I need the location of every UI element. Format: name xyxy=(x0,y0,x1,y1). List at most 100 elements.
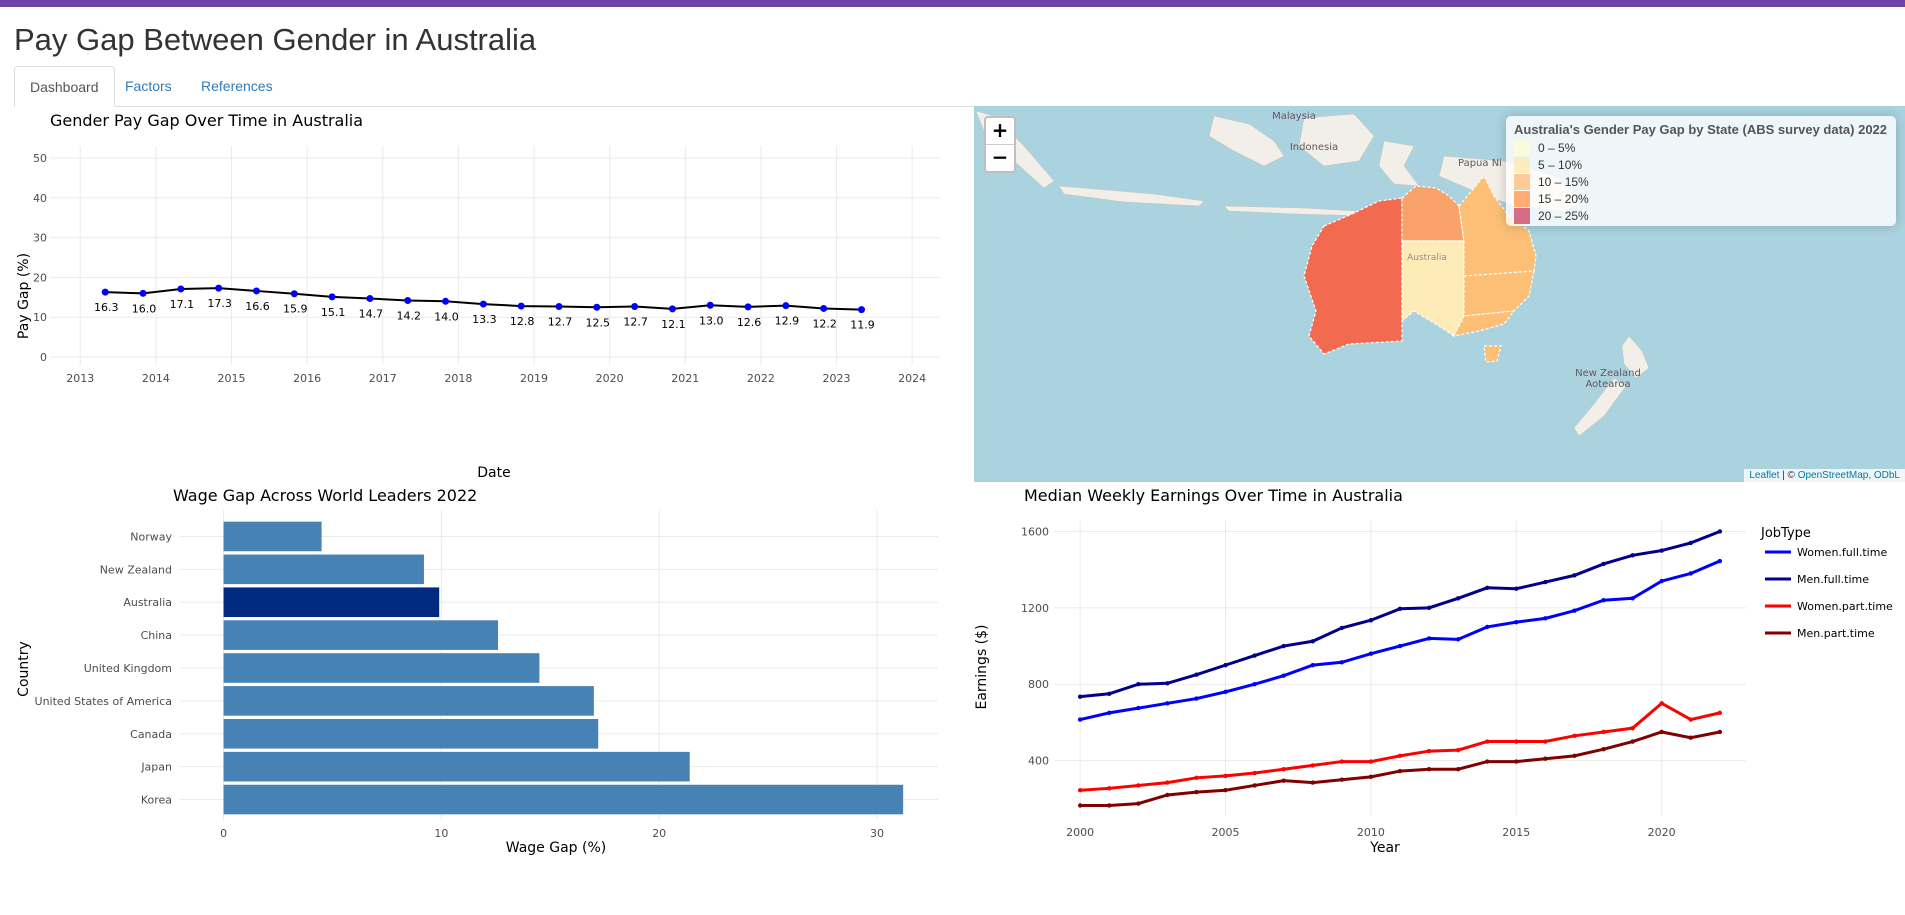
x-tick-label: 2014 xyxy=(142,372,170,385)
data-point xyxy=(1717,558,1723,564)
bar xyxy=(223,718,599,749)
data-point xyxy=(177,285,185,293)
x-tick-label: 2005 xyxy=(1212,826,1240,839)
data-point xyxy=(1077,788,1083,793)
data-point xyxy=(1194,789,1199,795)
land-malaysia xyxy=(1208,115,1285,167)
y-tick-label: 40 xyxy=(33,192,47,205)
data-point xyxy=(1397,606,1403,611)
data-point xyxy=(517,302,525,310)
pay-gap-chart-panel: Gender Pay Gap Over Time in Australia 0 1… xyxy=(0,106,950,482)
x-axis-label: Date xyxy=(477,465,510,481)
data-point xyxy=(1368,618,1374,623)
data-point xyxy=(1165,792,1170,798)
map-legend: Australia's Gender Pay Gap by State (ABS… xyxy=(1506,116,1896,226)
x-tick-label: 30 xyxy=(870,827,884,840)
data-point xyxy=(1223,788,1228,793)
map-label-malaysia: Malaysia xyxy=(1272,111,1316,122)
data-point xyxy=(706,301,714,309)
chart-title: Wage Gap Across World Leaders 2022 xyxy=(173,486,477,505)
tab-references[interactable]: References xyxy=(201,78,273,94)
map-tiles[interactable]: Malaysia Indonesia Papua Ni Australia Ne… xyxy=(974,106,1905,482)
data-point xyxy=(215,284,223,292)
data-point xyxy=(1455,637,1461,642)
state-western-australia[interactable] xyxy=(1303,197,1403,355)
page-title: Pay Gap Between Gender in Australia xyxy=(14,22,537,57)
x-tick-label: 2016 xyxy=(293,372,321,385)
data-label: 12.1 xyxy=(661,318,686,331)
data-point xyxy=(1107,803,1112,808)
x-axis-label: Wage Gap (%) xyxy=(506,840,606,856)
legend-swatch xyxy=(1514,174,1530,190)
data-point xyxy=(1368,759,1374,764)
state-south-australia[interactable] xyxy=(1401,240,1465,337)
data-point xyxy=(1426,636,1432,641)
data-point xyxy=(479,300,487,308)
tab-factors[interactable]: Factors xyxy=(125,78,172,94)
x-tick-label: 2017 xyxy=(369,372,397,385)
x-tick-label: 2015 xyxy=(218,372,246,385)
bar xyxy=(223,653,540,683)
legend-swatch xyxy=(1514,140,1530,156)
legend-label: 0 – 5% xyxy=(1538,141,1576,155)
data-label: 12.5 xyxy=(586,316,611,329)
data-point xyxy=(1223,662,1228,668)
legend-label: Men.part.time xyxy=(1797,627,1875,640)
australia-map[interactable]: Malaysia Indonesia Papua Ni Australia Ne… xyxy=(974,106,1905,482)
data-point xyxy=(1543,739,1548,744)
legend-swatch xyxy=(1514,208,1530,224)
y-tick-label: 50 xyxy=(33,152,47,165)
bar xyxy=(223,554,424,585)
bar xyxy=(223,587,440,618)
y-tick-label: Australia xyxy=(123,596,172,609)
data-point xyxy=(1252,783,1257,788)
data-point xyxy=(1194,775,1199,781)
bar xyxy=(223,686,594,716)
state-new-south-wales[interactable] xyxy=(1463,270,1535,317)
data-point xyxy=(1485,585,1490,590)
x-tick-label: 2015 xyxy=(1502,826,1530,839)
data-point xyxy=(366,295,374,303)
y-tick-label: 400 xyxy=(1028,755,1049,768)
state-victoria[interactable] xyxy=(1452,310,1516,337)
data-point xyxy=(1310,763,1315,768)
data-label: 12.8 xyxy=(510,315,535,328)
data-point xyxy=(782,302,790,310)
zoom-out-button[interactable]: − xyxy=(991,145,1009,169)
x-tick-label: 2022 xyxy=(747,372,775,385)
top-accent-bar xyxy=(0,0,1905,7)
x-tick-label: 2000 xyxy=(1066,826,1094,839)
legend-item: 5 – 10% xyxy=(1514,157,1888,174)
data-point xyxy=(1339,759,1345,764)
y-axis-label: Earnings ($) xyxy=(974,624,990,709)
data-point xyxy=(1601,561,1606,567)
osm-link[interactable]: OpenStreetMap, ODbL xyxy=(1797,470,1900,481)
legend-swatch xyxy=(1514,191,1530,207)
y-tick-label: United States of America xyxy=(35,695,172,708)
data-point xyxy=(1572,573,1577,578)
legend-label: 5 – 10% xyxy=(1538,158,1583,172)
data-point xyxy=(1455,747,1461,753)
state-tasmania[interactable] xyxy=(1483,345,1502,363)
map-legend-title: Australia's Gender Pay Gap by State (ABS… xyxy=(1514,122,1888,137)
legend-label: Women.full.time xyxy=(1797,546,1887,559)
tab-dashboard[interactable]: Dashboard xyxy=(14,66,115,107)
data-point xyxy=(1426,748,1432,754)
bar xyxy=(223,784,904,815)
data-label: 14.0 xyxy=(434,310,459,323)
legend-label: 15 – 20% xyxy=(1538,192,1589,206)
land-java xyxy=(1058,185,1205,207)
bar xyxy=(223,751,690,782)
state-queensland[interactable] xyxy=(1458,174,1537,277)
y-axis-label: Country xyxy=(16,641,32,697)
data-point xyxy=(1659,578,1664,584)
data-point xyxy=(1107,710,1112,716)
data-point xyxy=(404,296,412,304)
data-point xyxy=(1339,625,1345,631)
bar xyxy=(223,620,499,650)
leaflet-link[interactable]: Leaflet xyxy=(1749,470,1780,481)
data-label: 16.0 xyxy=(132,302,157,315)
zoom-in-button[interactable]: + xyxy=(986,118,1014,145)
y-tick-label: 30 xyxy=(33,232,47,245)
state-northern-territory[interactable] xyxy=(1401,185,1465,242)
